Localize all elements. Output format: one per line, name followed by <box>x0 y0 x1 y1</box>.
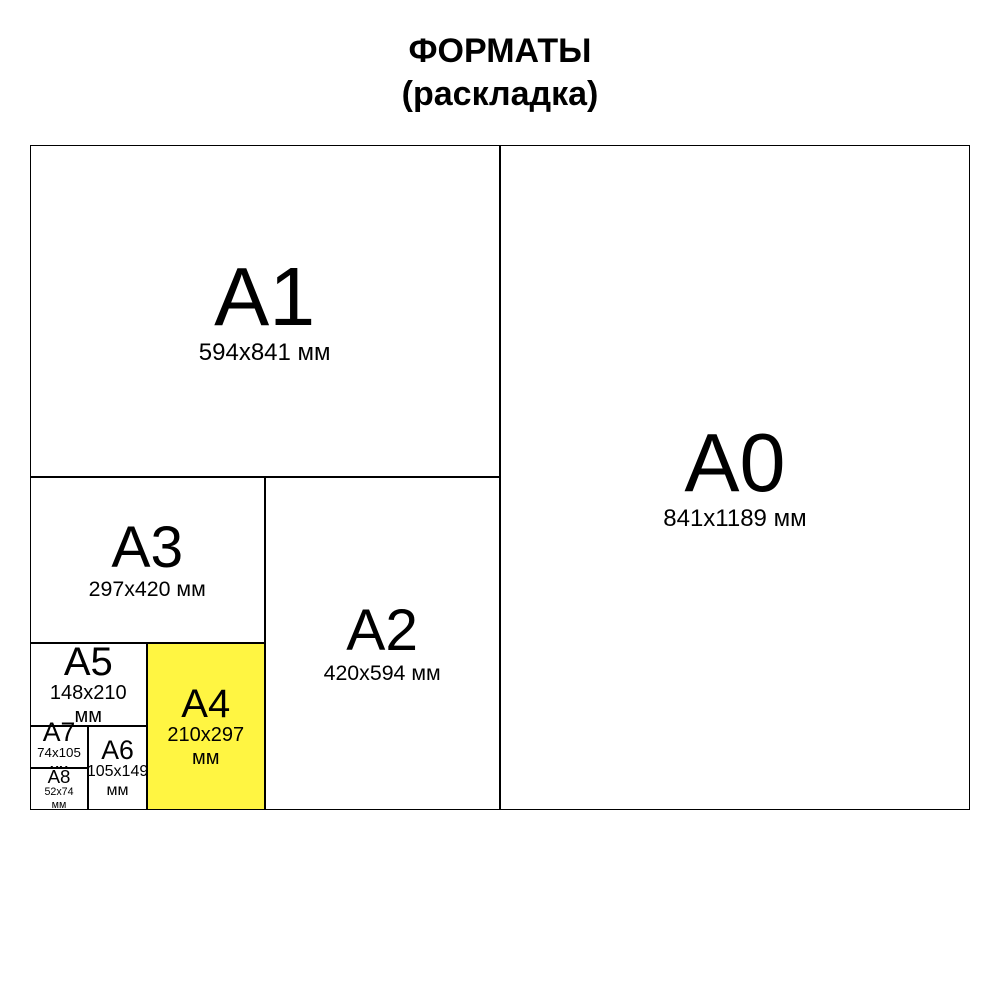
format-A1: A1594x841 мм <box>30 145 500 477</box>
format-A3-name: A3 <box>111 519 183 578</box>
format-A2: A2420x594 мм <box>265 477 500 810</box>
page-title-block: ФОРМАТЫ (раскладка) <box>0 0 1000 115</box>
format-A5-name: A5 <box>64 642 113 682</box>
format-A7: A774x105 мм <box>30 726 89 768</box>
format-A4-dims: 210x297 мм <box>167 724 244 770</box>
format-A3: A3297x420 мм <box>30 477 265 643</box>
format-A1-name: A1 <box>214 256 315 339</box>
format-A7-name: A7 <box>43 719 76 746</box>
title-line2: (раскладка) <box>0 73 1000 116</box>
format-A2-name: A2 <box>346 602 418 661</box>
format-A6-name: A6 <box>101 737 134 764</box>
format-A4: A4210x297 мм <box>147 643 265 810</box>
format-A4-name: A4 <box>181 684 230 724</box>
format-A8-name: A8 <box>48 768 71 787</box>
format-A1-dims: 594x841 мм <box>199 339 331 367</box>
format-A0-name: A0 <box>684 422 785 505</box>
format-A0: A0841x1189 мм <box>500 145 971 810</box>
title-line1: ФОРМАТЫ <box>0 30 1000 73</box>
format-A6-dims: 105x149 мм <box>87 763 148 800</box>
format-A5: A5148x210 мм <box>30 643 147 726</box>
format-A8: A852x74 мм <box>30 768 89 810</box>
format-A8-dims: 52x74 мм <box>44 786 73 811</box>
format-A3-dims: 297x420 мм <box>89 577 206 602</box>
format-A6: A6105x149 мм <box>88 726 147 810</box>
format-A0-dims: 841x1189 мм <box>663 505 806 533</box>
format-A2-dims: 420x594 мм <box>324 661 441 686</box>
paper-formats-diagram: A0841x1189 ммA1594x841 ммA2420x594 ммA32… <box>30 145 970 810</box>
